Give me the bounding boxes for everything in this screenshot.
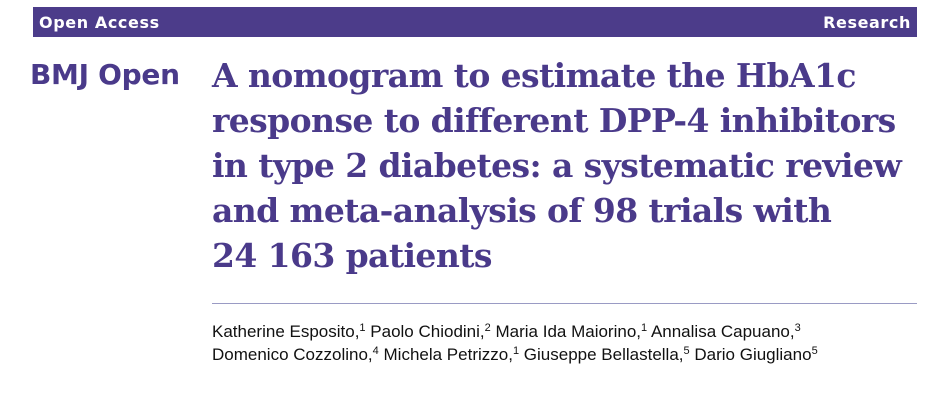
journal-logo: BMJ Open [30, 58, 180, 91]
author-name: Giuseppe Bellastella, [523, 345, 684, 364]
article-title: A nomogram to estimate the HbA1c respons… [212, 53, 917, 278]
title-line: 24 163 patients [212, 236, 492, 275]
author-affiliation: 4 [372, 345, 379, 357]
title-line: in type 2 diabetes: a systematic review [212, 146, 902, 185]
top-banner: Open Access Research [33, 7, 917, 37]
author-affiliation: 5 [811, 345, 818, 357]
author-name: Domenico Cozzolino, [212, 345, 373, 364]
title-line: A nomogram to estimate the HbA1c [212, 56, 856, 95]
author-affiliation: 1 [641, 322, 648, 334]
title-line: and meta-analysis of 98 trials with [212, 191, 832, 230]
author-name: Michela Petrizzo, [383, 345, 513, 364]
open-access-label: Open Access [39, 12, 160, 32]
author-affiliation: 5 [683, 345, 690, 357]
author-affiliation: 1 [359, 322, 366, 334]
author-name: Dario Giugliano [694, 345, 812, 364]
author-line: Katherine Esposito,1 Paolo Chiodini,2 Ma… [212, 320, 917, 343]
author-name: Katherine Esposito, [212, 322, 360, 341]
author-list: Katherine Esposito,1 Paolo Chiodini,2 Ma… [212, 320, 917, 366]
author-name: Maria Ida Maiorino, [495, 322, 642, 341]
title-line: response to different DPP-4 inhibitors [212, 101, 896, 140]
author-affiliation: 1 [512, 345, 520, 357]
author-line: Domenico Cozzolino,4 Michela Petrizzo,1 … [212, 343, 917, 366]
author-name: Annalisa Capuano, [650, 322, 795, 341]
title-divider [212, 303, 917, 304]
article-type-label: Research [823, 12, 911, 32]
author-affiliation: 3 [794, 322, 801, 334]
author-name: Paolo Chiodini, [370, 322, 485, 341]
author-affiliation: 2 [484, 322, 491, 334]
